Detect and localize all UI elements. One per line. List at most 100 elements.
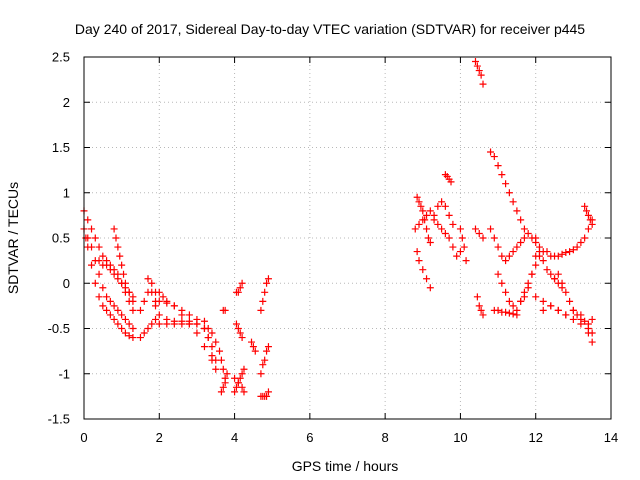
data-point (185, 311, 193, 319)
data-point (91, 234, 99, 242)
data-point (95, 243, 103, 251)
data-point (458, 234, 466, 242)
data-point (426, 284, 434, 292)
data-point (584, 211, 592, 219)
x-tick-label: 10 (453, 430, 467, 445)
data-point (257, 370, 265, 378)
data-point (471, 225, 479, 233)
data-point (88, 225, 96, 233)
series-arc-37 (532, 293, 596, 346)
series-arc-9 (152, 288, 220, 346)
data-point (163, 315, 171, 323)
x-tick-label: 14 (604, 430, 618, 445)
y-tick-label: -1 (58, 366, 70, 381)
data-point (509, 198, 517, 206)
data-point (264, 343, 272, 351)
data-point (569, 246, 577, 254)
x-tick-label: 4 (231, 430, 238, 445)
data-point (449, 220, 457, 228)
data-point (257, 306, 265, 314)
data-point (417, 202, 425, 210)
data-point (91, 279, 99, 287)
data-point (505, 309, 513, 317)
data-point (121, 279, 129, 287)
data-point (208, 343, 216, 351)
data-point (99, 302, 107, 310)
data-point (419, 266, 427, 274)
data-point (502, 308, 510, 316)
data-point (84, 216, 92, 224)
data-point (558, 284, 566, 292)
data-point (116, 252, 124, 260)
series-arc-24 (430, 198, 457, 228)
data-point (99, 284, 107, 292)
data-point (532, 293, 540, 301)
data-point (212, 338, 220, 346)
data-point (517, 297, 525, 305)
data-point (95, 270, 103, 278)
data-point (121, 329, 129, 337)
data-point (453, 252, 461, 260)
data-point (532, 234, 540, 242)
data-point (509, 248, 517, 256)
data-point (517, 239, 525, 247)
data-point (193, 315, 201, 323)
series-arc-34 (517, 252, 543, 305)
data-point (221, 306, 229, 314)
data-point (535, 252, 543, 260)
plot-frame (83, 56, 612, 420)
data-point (426, 207, 434, 215)
data-point (554, 270, 562, 278)
data-point (569, 306, 577, 314)
data-point (110, 315, 118, 323)
series-arc-31 (487, 225, 528, 265)
data-point (434, 202, 442, 210)
data-point (513, 243, 521, 251)
data-point (494, 270, 502, 278)
data-point (200, 317, 208, 325)
data-point (498, 171, 506, 179)
series-arc-25 (441, 171, 455, 186)
data-point (479, 80, 487, 88)
data-point (234, 325, 242, 332)
data-point (471, 58, 479, 66)
data-point (114, 306, 122, 314)
data-point (234, 379, 242, 387)
y-tick-label: 0 (63, 276, 70, 291)
data-point (217, 388, 225, 396)
data-point (434, 220, 442, 228)
x-tick-label: 8 (382, 430, 389, 445)
data-point (413, 248, 421, 256)
data-point (129, 306, 137, 314)
data-point (586, 216, 594, 224)
data-point (259, 297, 267, 305)
data-point (248, 338, 256, 346)
x-axis-label: GPS time / hours (292, 458, 399, 474)
y-tick-label: 1 (63, 185, 70, 200)
data-point (554, 252, 562, 260)
series-arc-29 (473, 293, 487, 319)
data-point (584, 320, 592, 328)
data-point (231, 374, 239, 382)
y-axis-label: SDTVAR / TECUs (5, 182, 21, 294)
data-point (426, 239, 434, 247)
x-tick-label: 0 (80, 430, 87, 445)
data-point (477, 306, 485, 314)
data-point (240, 388, 248, 396)
data-point (583, 207, 591, 215)
data-point (129, 334, 137, 342)
data-point (449, 243, 457, 251)
data-point (581, 202, 589, 210)
data-point (479, 234, 487, 242)
data-point (445, 211, 453, 219)
series-arc-5 (110, 225, 137, 305)
series-arc-33 (494, 270, 521, 314)
data-point (424, 234, 432, 242)
data-point (264, 275, 272, 283)
data-point (419, 207, 427, 215)
series-arc-32 (490, 252, 540, 319)
data-point (144, 275, 152, 283)
data-point (513, 207, 521, 215)
data-point (445, 234, 453, 242)
data-point (144, 325, 152, 332)
